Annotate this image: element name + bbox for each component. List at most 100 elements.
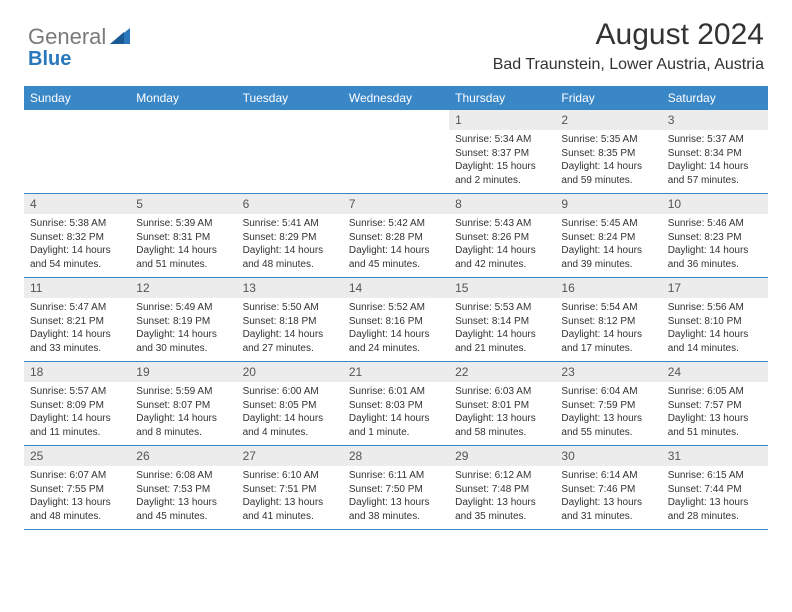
sunrise-text: Sunrise: 6:00 AM: [243, 385, 337, 399]
location-text: Bad Traunstein, Lower Austria, Austria: [493, 56, 764, 74]
day-content: Sunrise: 5:45 AMSunset: 8:24 PMDaylight:…: [555, 214, 661, 277]
sunrise-text: Sunrise: 5:45 AM: [561, 217, 655, 231]
daylight-text-2: and 2 minutes.: [455, 174, 549, 188]
sunset-text: Sunset: 7:50 PM: [349, 483, 443, 497]
day-number: 19: [130, 362, 236, 382]
weekday-header: Friday: [555, 86, 661, 110]
daylight-text-1: Daylight: 13 hours: [455, 412, 549, 426]
calendar-day-cell: 8Sunrise: 5:43 AMSunset: 8:26 PMDaylight…: [449, 194, 555, 278]
day-number: 29: [449, 446, 555, 466]
sunrise-text: Sunrise: 5:56 AM: [668, 301, 762, 315]
day-content: Sunrise: 5:34 AMSunset: 8:37 PMDaylight:…: [449, 130, 555, 193]
day-number: 21: [343, 362, 449, 382]
daylight-text-2: and 4 minutes.: [243, 426, 337, 440]
day-content: Sunrise: 5:41 AMSunset: 8:29 PMDaylight:…: [237, 214, 343, 277]
day-number: 24: [662, 362, 768, 382]
daylight-text-1: Daylight: 13 hours: [349, 496, 443, 510]
daylight-text-2: and 59 minutes.: [561, 174, 655, 188]
day-content: Sunrise: 5:35 AMSunset: 8:35 PMDaylight:…: [555, 130, 661, 193]
sunset-text: Sunset: 8:19 PM: [136, 315, 230, 329]
daylight-text-2: and 21 minutes.: [455, 342, 549, 356]
daylight-text-1: Daylight: 13 hours: [136, 496, 230, 510]
daylight-text-1: Daylight: 14 hours: [455, 244, 549, 258]
daylight-text-2: and 55 minutes.: [561, 426, 655, 440]
daylight-text-1: Daylight: 14 hours: [668, 160, 762, 174]
daylight-text-1: Daylight: 13 hours: [668, 412, 762, 426]
sunset-text: Sunset: 7:59 PM: [561, 399, 655, 413]
calendar-day-cell: 17Sunrise: 5:56 AMSunset: 8:10 PMDayligh…: [662, 278, 768, 362]
day-content: Sunrise: 5:39 AMSunset: 8:31 PMDaylight:…: [130, 214, 236, 277]
sunrise-text: Sunrise: 5:57 AM: [30, 385, 124, 399]
sunrise-text: Sunrise: 5:50 AM: [243, 301, 337, 315]
sunset-text: Sunset: 8:24 PM: [561, 231, 655, 245]
calendar-day-cell: 1Sunrise: 5:34 AMSunset: 8:37 PMDaylight…: [449, 110, 555, 194]
day-number: 30: [555, 446, 661, 466]
daylight-text-2: and 45 minutes.: [136, 510, 230, 524]
sunset-text: Sunset: 7:57 PM: [668, 399, 762, 413]
calendar-day-cell: 22Sunrise: 6:03 AMSunset: 8:01 PMDayligh…: [449, 362, 555, 446]
day-number: 8: [449, 194, 555, 214]
calendar-day-cell: 2Sunrise: 5:35 AMSunset: 8:35 PMDaylight…: [555, 110, 661, 194]
sunset-text: Sunset: 8:14 PM: [455, 315, 549, 329]
sunset-text: Sunset: 7:48 PM: [455, 483, 549, 497]
sunset-text: Sunset: 7:53 PM: [136, 483, 230, 497]
calendar-day-cell: 16Sunrise: 5:54 AMSunset: 8:12 PMDayligh…: [555, 278, 661, 362]
daylight-text-2: and 33 minutes.: [30, 342, 124, 356]
daylight-text-2: and 54 minutes.: [30, 258, 124, 272]
calendar-day-cell: 25Sunrise: 6:07 AMSunset: 7:55 PMDayligh…: [24, 446, 130, 530]
daylight-text-2: and 30 minutes.: [136, 342, 230, 356]
day-content: Sunrise: 5:38 AMSunset: 8:32 PMDaylight:…: [24, 214, 130, 277]
day-number: 22: [449, 362, 555, 382]
sunrise-text: Sunrise: 5:38 AM: [30, 217, 124, 231]
daylight-text-2: and 24 minutes.: [349, 342, 443, 356]
day-content: Sunrise: 5:46 AMSunset: 8:23 PMDaylight:…: [662, 214, 768, 277]
calendar-day-cell: [237, 110, 343, 194]
sunrise-text: Sunrise: 6:01 AM: [349, 385, 443, 399]
day-content: Sunrise: 5:52 AMSunset: 8:16 PMDaylight:…: [343, 298, 449, 361]
daylight-text-2: and 48 minutes.: [243, 258, 337, 272]
day-content: Sunrise: 6:14 AMSunset: 7:46 PMDaylight:…: [555, 466, 661, 529]
calendar-week-row: 11Sunrise: 5:47 AMSunset: 8:21 PMDayligh…: [24, 278, 768, 362]
daylight-text-2: and 27 minutes.: [243, 342, 337, 356]
calendar-day-cell: [343, 110, 449, 194]
calendar-day-cell: 23Sunrise: 6:04 AMSunset: 7:59 PMDayligh…: [555, 362, 661, 446]
daylight-text-2: and 51 minutes.: [668, 426, 762, 440]
day-content: Sunrise: 6:01 AMSunset: 8:03 PMDaylight:…: [343, 382, 449, 445]
day-number: 16: [555, 278, 661, 298]
daylight-text-1: Daylight: 14 hours: [561, 328, 655, 342]
daylight-text-1: Daylight: 14 hours: [455, 328, 549, 342]
daylight-text-1: Daylight: 13 hours: [668, 496, 762, 510]
day-content: Sunrise: 5:50 AMSunset: 8:18 PMDaylight:…: [237, 298, 343, 361]
day-content: Sunrise: 5:37 AMSunset: 8:34 PMDaylight:…: [662, 130, 768, 193]
day-number: 20: [237, 362, 343, 382]
sunset-text: Sunset: 8:10 PM: [668, 315, 762, 329]
sunrise-text: Sunrise: 6:15 AM: [668, 469, 762, 483]
day-content: Sunrise: 5:42 AMSunset: 8:28 PMDaylight:…: [343, 214, 449, 277]
sunrise-text: Sunrise: 5:46 AM: [668, 217, 762, 231]
day-number: 4: [24, 194, 130, 214]
daylight-text-2: and 42 minutes.: [455, 258, 549, 272]
daylight-text-2: and 36 minutes.: [668, 258, 762, 272]
sunset-text: Sunset: 8:09 PM: [30, 399, 124, 413]
day-number: 10: [662, 194, 768, 214]
sunrise-text: Sunrise: 6:07 AM: [30, 469, 124, 483]
calendar-day-cell: 18Sunrise: 5:57 AMSunset: 8:09 PMDayligh…: [24, 362, 130, 446]
logo-text-gray: General: [28, 24, 106, 50]
calendar-table: SundayMondayTuesdayWednesdayThursdayFrid…: [24, 86, 768, 530]
calendar-day-cell: 13Sunrise: 5:50 AMSunset: 8:18 PMDayligh…: [237, 278, 343, 362]
sunrise-text: Sunrise: 5:49 AM: [136, 301, 230, 315]
sunrise-text: Sunrise: 6:12 AM: [455, 469, 549, 483]
sunset-text: Sunset: 8:16 PM: [349, 315, 443, 329]
sunset-text: Sunset: 7:44 PM: [668, 483, 762, 497]
daylight-text-2: and 28 minutes.: [668, 510, 762, 524]
weekday-header: Tuesday: [237, 86, 343, 110]
sunset-text: Sunset: 8:37 PM: [455, 147, 549, 161]
calendar-day-cell: 11Sunrise: 5:47 AMSunset: 8:21 PMDayligh…: [24, 278, 130, 362]
day-content: Sunrise: 6:08 AMSunset: 7:53 PMDaylight:…: [130, 466, 236, 529]
calendar-day-cell: 14Sunrise: 5:52 AMSunset: 8:16 PMDayligh…: [343, 278, 449, 362]
day-number: 27: [237, 446, 343, 466]
day-number: 28: [343, 446, 449, 466]
day-number: 6: [237, 194, 343, 214]
daylight-text-1: Daylight: 14 hours: [243, 412, 337, 426]
day-number: 12: [130, 278, 236, 298]
